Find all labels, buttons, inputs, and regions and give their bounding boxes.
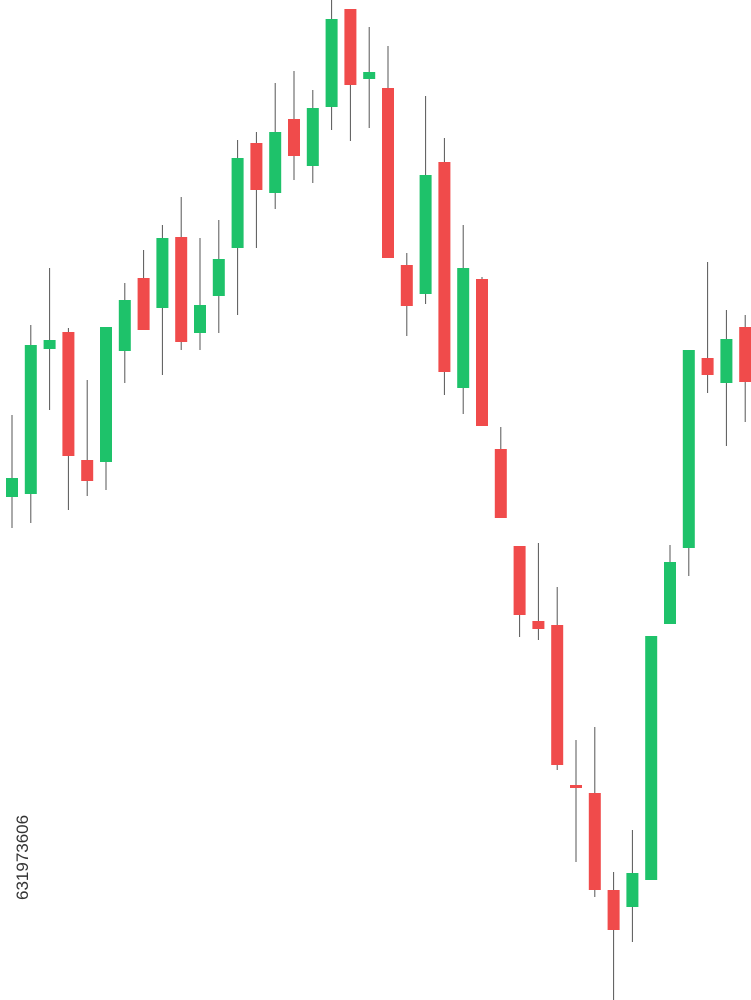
candle-body <box>363 72 376 79</box>
candle-body <box>400 265 413 306</box>
candle-body <box>175 237 188 342</box>
candle-body <box>24 345 37 494</box>
candle-body <box>212 259 225 296</box>
candle-body <box>288 119 300 156</box>
candle-body <box>344 9 357 85</box>
candle-body <box>476 279 488 426</box>
candle-body <box>438 162 451 372</box>
candle-body <box>513 546 526 615</box>
candle-body <box>457 268 470 388</box>
candle-body <box>551 625 564 765</box>
candle-body <box>682 350 695 548</box>
candle-body <box>626 873 639 907</box>
candle-body <box>494 449 507 518</box>
candle-body <box>645 636 658 880</box>
candle-body <box>156 238 169 308</box>
watermark-id: 631973606 <box>13 815 32 900</box>
candle-body <box>306 108 319 166</box>
candle-body <box>231 158 244 248</box>
candle-body <box>269 132 282 193</box>
candles <box>6 0 751 1000</box>
candle-body <box>419 175 432 294</box>
candle-body <box>607 890 620 930</box>
candle-body <box>250 143 263 190</box>
candle-body <box>43 340 56 349</box>
candle-body <box>570 785 582 788</box>
candle-body <box>664 562 676 624</box>
candle-body <box>720 339 733 383</box>
candle-body <box>118 300 131 351</box>
candle-body <box>100 327 112 462</box>
candle-body <box>532 621 545 629</box>
candle-body <box>739 327 751 382</box>
candle-body <box>382 88 394 258</box>
candle-body <box>588 793 601 890</box>
candle-body <box>701 358 714 375</box>
candle-body <box>6 478 18 497</box>
candle-body <box>137 278 150 330</box>
candle-body <box>81 460 94 481</box>
candle-body <box>194 305 206 333</box>
candle-body <box>325 19 338 107</box>
candle-body <box>62 332 75 456</box>
